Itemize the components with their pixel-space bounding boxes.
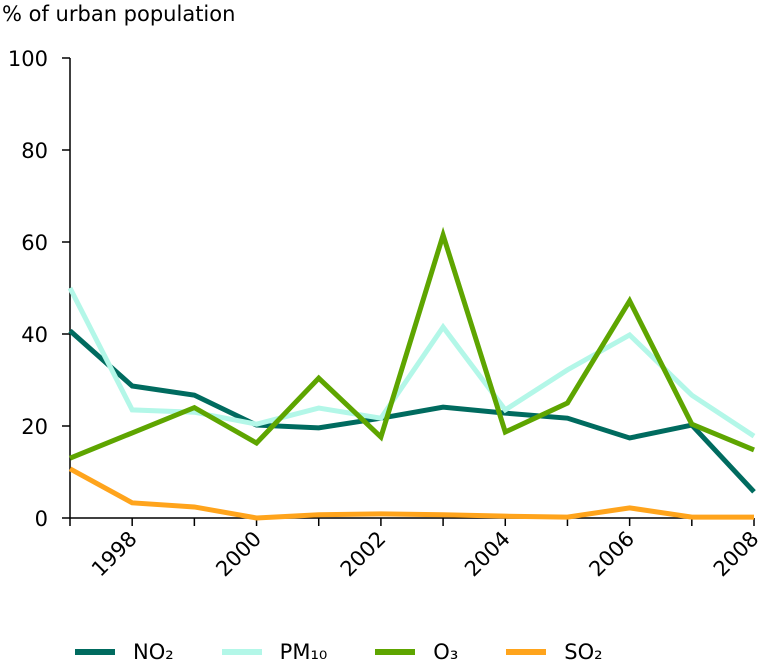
series-line	[69, 226, 755, 461]
series-line	[68, 328, 756, 494]
legend-swatch	[506, 649, 547, 655]
x-tick-label: 2008	[709, 527, 764, 582]
y-tick-label: 20	[21, 415, 48, 439]
series-line	[68, 466, 754, 521]
y-tick-label: 40	[21, 323, 48, 347]
legend-label: SO₂	[564, 640, 603, 664]
legend: NO₂ PM₁₀ O₃ SO₂	[75, 640, 651, 664]
y-tick-label: 80	[21, 139, 48, 163]
legend-swatch	[75, 649, 115, 655]
y-tick-label: 100	[8, 47, 48, 71]
legend-swatch	[221, 649, 262, 655]
y-axis-label: % of urban population	[2, 2, 236, 26]
legend-item: PM₁₀	[221, 640, 328, 664]
line-chart: 0 20 40 60 80 100 1998 2000 2002 2004 2006 2008	[8, 47, 764, 582]
legend-label: PM₁₀	[279, 640, 328, 664]
legend-item: O₃	[375, 640, 458, 664]
legend-item: NO₂	[75, 640, 174, 664]
legend-label: NO₂	[133, 640, 174, 664]
legend-swatch	[375, 649, 416, 655]
x-tick-label: 2000	[211, 527, 266, 582]
x-tick-label: 1998	[87, 527, 142, 582]
x-tick-label: 2004	[460, 527, 515, 582]
y-tick-label: 60	[21, 231, 48, 255]
legend-label: O₃	[433, 640, 459, 664]
x-tick-label: 2002	[336, 527, 391, 582]
y-tick-label: 0	[35, 507, 48, 531]
x-tick-label: 2006	[584, 527, 639, 582]
legend-item: SO₂	[506, 640, 603, 664]
